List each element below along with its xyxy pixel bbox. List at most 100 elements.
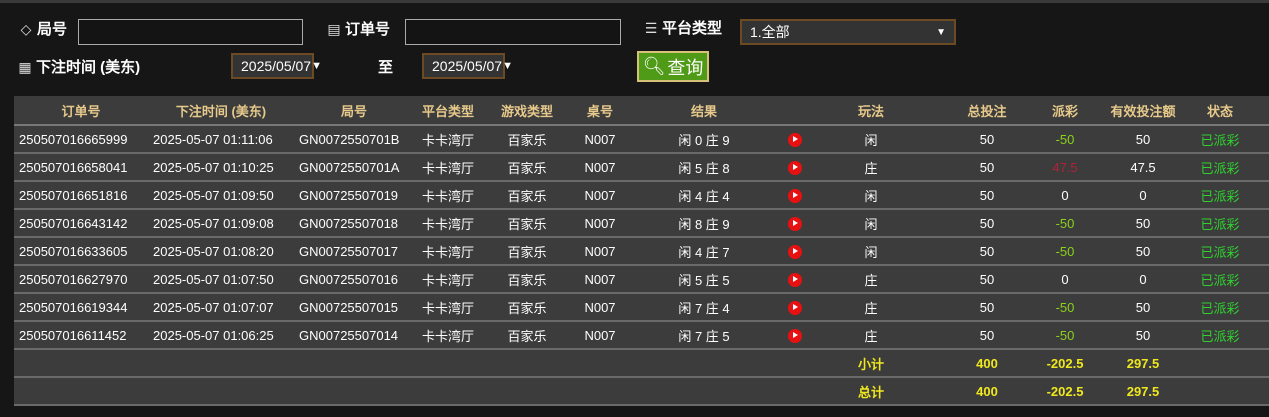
time-cell: 2025-05-07 01:09:08 bbox=[148, 209, 294, 238]
result-cell: 闲 0 庄 9 bbox=[628, 125, 780, 154]
order-input[interactable] bbox=[405, 19, 621, 45]
result-cell: 闲 7 庄 4 bbox=[628, 293, 780, 322]
platform-select[interactable]: 1.全部 ▼ bbox=[740, 19, 956, 45]
column-header: 桌号 bbox=[572, 96, 628, 126]
game-cell: 百家乐 bbox=[482, 321, 572, 350]
date-to-select[interactable]: 2025/05/07 ▼ bbox=[422, 53, 513, 79]
status-cell: 已派彩 bbox=[1198, 181, 1242, 210]
payout-cell: -50 bbox=[1042, 125, 1088, 154]
order-cell: 250507016665999 bbox=[14, 125, 148, 154]
valid-cell: 0 bbox=[1088, 265, 1198, 294]
result-cell: 闲 5 庄 5 bbox=[628, 265, 780, 294]
bet-cell: 50 bbox=[932, 209, 1042, 238]
date-from-select[interactable]: 2025/05/07 ▼ bbox=[231, 53, 322, 79]
play-video-icon[interactable] bbox=[788, 160, 802, 175]
platform-cell: 卡卡湾厅 bbox=[414, 265, 482, 294]
tag-icon: ◇ bbox=[20, 20, 32, 37]
table-cell: N007 bbox=[572, 321, 628, 350]
video-cell bbox=[780, 125, 810, 154]
payout-cell: -50 bbox=[1042, 293, 1088, 322]
order-cell: 250507016651816 bbox=[14, 181, 148, 210]
play-video-icon[interactable] bbox=[788, 272, 802, 287]
video-cell bbox=[780, 237, 810, 266]
platform-cell: 卡卡湾厅 bbox=[414, 237, 482, 266]
table-cell: N007 bbox=[572, 153, 628, 182]
video-cell bbox=[780, 293, 810, 322]
round-cell: GN00725507019 bbox=[294, 181, 414, 210]
total-valid: 297.5 bbox=[1088, 377, 1198, 406]
column-header: 局号 bbox=[294, 96, 414, 126]
filler-cell bbox=[1242, 321, 1269, 350]
result-cell: 闲 5 庄 8 bbox=[628, 153, 780, 182]
column-header bbox=[780, 96, 810, 126]
round-cell: GN00725507014 bbox=[294, 321, 414, 350]
round-cell: GN00725507015 bbox=[294, 293, 414, 322]
bet-cell: 50 bbox=[932, 181, 1042, 210]
chevron-down-icon: ▼ bbox=[502, 60, 513, 72]
status-cell: 已派彩 bbox=[1198, 293, 1242, 322]
chevron-down-icon: ▼ bbox=[311, 60, 322, 72]
bet-cell: 50 bbox=[932, 237, 1042, 266]
platform-label: ☰ 平台类型 bbox=[643, 17, 722, 38]
filler-cell bbox=[1242, 293, 1269, 322]
round-label-text: 局号 bbox=[37, 21, 68, 38]
game-cell: 百家乐 bbox=[482, 237, 572, 266]
time-cell: 2025-05-07 01:07:07 bbox=[148, 293, 294, 322]
top-border bbox=[0, 0, 1269, 3]
play-cell: 庄 bbox=[810, 265, 932, 294]
query-label: 查询 bbox=[667, 57, 704, 78]
table-row: 250507016643142 2025-05-07 01:09:08 GN0072… bbox=[14, 209, 1269, 238]
play-cell: 庄 bbox=[810, 321, 932, 350]
play-video-icon[interactable] bbox=[788, 244, 802, 259]
status-cell: 已派彩 bbox=[1198, 209, 1242, 238]
valid-cell: 50 bbox=[1088, 293, 1198, 322]
table-cell: N007 bbox=[572, 265, 628, 294]
time-label-text: 下注时间 (美东) bbox=[36, 59, 141, 76]
platform-cell: 卡卡湾厅 bbox=[414, 125, 482, 154]
play-video-icon[interactable] bbox=[788, 188, 802, 203]
play-cell: 庄 bbox=[810, 153, 932, 182]
column-header: 结果 bbox=[628, 96, 780, 126]
column-header: 订单号 bbox=[14, 96, 148, 126]
payout-cell: 0 bbox=[1042, 181, 1088, 210]
play-video-icon[interactable] bbox=[788, 300, 802, 315]
result-cell: 闲 4 庄 4 bbox=[628, 181, 780, 210]
round-cell: GN00725507017 bbox=[294, 237, 414, 266]
game-cell: 百家乐 bbox=[482, 293, 572, 322]
time-cell: 2025-05-07 01:08:20 bbox=[148, 237, 294, 266]
table-cell: N007 bbox=[572, 181, 628, 210]
total-row: 总计 400 -202.5 297.5 bbox=[14, 377, 1269, 406]
empty-cell bbox=[14, 349, 810, 378]
platform-cell: 卡卡湾厅 bbox=[414, 293, 482, 322]
result-cell: 闲 8 庄 9 bbox=[628, 209, 780, 238]
column-header: 总投注 bbox=[932, 96, 1042, 126]
order-cell: 250507016619344 bbox=[14, 293, 148, 322]
play-cell: 闲 bbox=[810, 181, 932, 210]
order-label-text: 订单号 bbox=[345, 21, 391, 38]
order-cell: 250507016627970 bbox=[14, 265, 148, 294]
play-video-icon[interactable] bbox=[788, 132, 802, 147]
play-video-icon[interactable] bbox=[788, 328, 802, 343]
valid-cell: 50 bbox=[1088, 321, 1198, 350]
table-cell: N007 bbox=[572, 125, 628, 154]
status-cell: 已派彩 bbox=[1198, 265, 1242, 294]
round-input[interactable] bbox=[78, 19, 303, 45]
video-cell bbox=[780, 321, 810, 350]
table-header: 订单号 下注时间 (美东) 局号 平台类型 游戏类型 桌号 结果 玩法 总投注 派彩 有效投注额 状态 bbox=[14, 96, 1269, 126]
query-button[interactable]: 🔍︎ 查询 bbox=[637, 51, 709, 82]
table-cell: N007 bbox=[572, 209, 628, 238]
filler-cell bbox=[1242, 265, 1269, 294]
payout-cell: -50 bbox=[1042, 237, 1088, 266]
status-cell: 已派彩 bbox=[1198, 237, 1242, 266]
total-bet: 400 bbox=[932, 377, 1042, 406]
play-cell: 闲 bbox=[810, 125, 932, 154]
bet-cell: 50 bbox=[932, 293, 1042, 322]
bet-cell: 50 bbox=[932, 125, 1042, 154]
table-row: 250507016665999 2025-05-07 01:11:06 GN0072… bbox=[14, 125, 1269, 154]
result-cell: 闲 7 庄 5 bbox=[628, 321, 780, 350]
play-video-icon[interactable] bbox=[788, 216, 802, 231]
table-row: 250507016651816 2025-05-07 01:09:50 GN0072… bbox=[14, 181, 1269, 210]
column-header: 平台类型 bbox=[414, 96, 482, 126]
play-cell: 闲 bbox=[810, 209, 932, 238]
date-to-value: 2025/05/07 bbox=[432, 58, 503, 74]
